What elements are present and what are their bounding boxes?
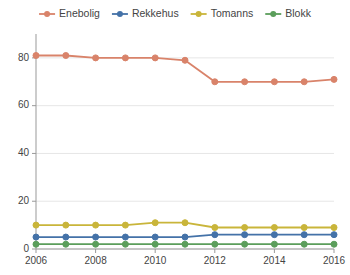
x-tick <box>214 249 215 253</box>
legend-item: Blokk <box>265 7 311 19</box>
point <box>63 53 69 59</box>
point <box>301 79 307 85</box>
point <box>122 241 128 247</box>
series <box>33 241 337 247</box>
grid-line <box>36 105 334 106</box>
legend: Enebolig Rekkehus Tomanns Blokk <box>39 7 312 19</box>
legend-marker <box>270 11 276 17</box>
x-tick-label: 2016 <box>323 255 346 266</box>
point <box>33 53 39 59</box>
y-tick <box>32 249 36 250</box>
point <box>242 225 248 231</box>
point <box>182 234 188 240</box>
point <box>182 220 188 226</box>
point <box>331 241 337 247</box>
y-tick <box>32 153 36 154</box>
grid-line <box>36 153 334 154</box>
point <box>93 241 99 247</box>
point <box>271 225 277 231</box>
point <box>63 241 69 247</box>
point <box>152 55 158 61</box>
y-tick-label: 60 <box>18 99 30 110</box>
axes: 0 20 40 60 80 2006 2008 2010 2012 2014 2016 <box>18 34 346 266</box>
x-tick-label: 2006 <box>25 255 48 266</box>
point <box>63 234 69 240</box>
point <box>93 222 99 228</box>
x-tick-label: 2008 <box>84 255 107 266</box>
legend-label: Enebolig <box>59 7 100 19</box>
point <box>33 234 39 240</box>
point <box>301 225 307 231</box>
point <box>212 241 218 247</box>
legend-label: Blokk <box>285 7 311 19</box>
y-axis-line <box>36 34 37 249</box>
chart-svg: 0 20 40 60 80 2006 2008 2010 2012 2014 2016 Eneboli… <box>0 0 350 275</box>
x-tick <box>334 249 335 253</box>
point <box>242 241 248 247</box>
legend-item: Rekkehus <box>112 7 179 19</box>
x-tick <box>274 249 275 253</box>
y-tick <box>32 201 36 202</box>
x-tick <box>155 249 156 253</box>
point <box>271 79 277 85</box>
x-tick <box>36 249 37 253</box>
x-tick-label: 2012 <box>204 255 227 266</box>
point <box>33 222 39 228</box>
series <box>33 232 337 240</box>
point <box>122 222 128 228</box>
point <box>301 232 307 238</box>
point <box>242 79 248 85</box>
series <box>33 220 337 231</box>
point <box>271 241 277 247</box>
legend-label: Tomanns <box>211 7 254 19</box>
y-tick <box>32 105 36 106</box>
point <box>182 57 188 63</box>
point <box>212 225 218 231</box>
grid <box>36 58 334 249</box>
point <box>331 232 337 238</box>
legend-item: Tomanns <box>191 7 254 19</box>
y-tick-label: 0 <box>23 243 29 254</box>
series <box>33 53 337 85</box>
grid-line <box>36 201 334 202</box>
y-tick-label: 40 <box>18 147 30 158</box>
point <box>212 79 218 85</box>
point <box>331 225 337 231</box>
x-tick <box>95 249 96 253</box>
point <box>152 220 158 226</box>
legend-marker <box>196 11 202 17</box>
plot-area <box>33 53 337 248</box>
point <box>122 55 128 61</box>
legend-marker <box>44 11 50 17</box>
x-tick-label: 2010 <box>144 255 167 266</box>
point <box>242 232 248 238</box>
point <box>301 241 307 247</box>
point <box>122 234 128 240</box>
point <box>271 232 277 238</box>
point <box>33 241 39 247</box>
point <box>93 55 99 61</box>
legend-item: Enebolig <box>39 7 100 19</box>
point <box>212 232 218 238</box>
x-tick-label: 2014 <box>263 255 286 266</box>
x-axis-line <box>36 249 334 250</box>
point <box>182 241 188 247</box>
point <box>152 234 158 240</box>
point <box>63 222 69 228</box>
grid-line <box>36 249 334 250</box>
point <box>93 234 99 240</box>
point <box>331 76 337 82</box>
y-tick-label: 20 <box>18 195 30 206</box>
y-tick-label: 80 <box>18 52 30 63</box>
legend-label: Rekkehus <box>132 7 179 19</box>
chart-container: 0 20 40 60 80 2006 2008 2010 2012 2014 2016 Eneboli… <box>0 0 350 275</box>
point <box>152 241 158 247</box>
series-line <box>36 56 334 82</box>
legend-marker <box>117 11 123 17</box>
